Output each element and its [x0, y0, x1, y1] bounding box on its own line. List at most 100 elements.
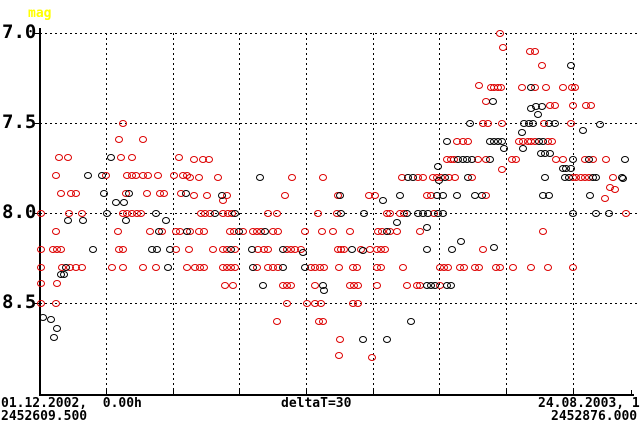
data-point-black	[538, 103, 547, 111]
data-point-black	[79, 216, 88, 224]
data-point-red	[371, 191, 380, 199]
data-point-red	[548, 137, 557, 145]
data-point-black	[592, 173, 601, 181]
data-point-red	[318, 227, 327, 235]
data-point-black	[406, 317, 415, 325]
data-point-red	[114, 135, 123, 143]
data-point-red	[463, 137, 472, 145]
data-point-red	[174, 153, 183, 161]
data-point-red	[64, 209, 73, 217]
data-point-black	[50, 333, 59, 341]
data-point-red	[128, 153, 137, 161]
data-point-black	[348, 245, 357, 253]
data-point-red	[499, 43, 508, 51]
data-point-black	[541, 173, 550, 181]
data-point-black	[621, 155, 630, 163]
data-point-black	[218, 191, 227, 199]
data-point-red	[131, 171, 140, 179]
data-point-black	[533, 110, 542, 118]
x-axis-tick	[239, 390, 241, 395]
data-point-black	[151, 209, 160, 217]
data-point-black	[336, 209, 345, 217]
x-axis-tick	[505, 390, 507, 395]
data-point-red	[495, 29, 504, 37]
data-point-red	[119, 119, 128, 127]
data-point-red	[571, 83, 580, 91]
data-point-black	[498, 137, 507, 145]
data-point-red	[622, 209, 631, 217]
data-point-black	[539, 137, 548, 145]
data-point-black	[60, 270, 69, 278]
data-point-red	[311, 281, 320, 289]
y-axis-tick	[34, 32, 39, 34]
data-point-black	[500, 144, 509, 152]
data-point-red	[498, 119, 507, 127]
data-point-red	[345, 227, 354, 235]
data-point-red	[542, 83, 551, 91]
y-axis-tick-label: 8.5	[2, 291, 37, 313]
data-point-black	[102, 209, 111, 217]
data-point-red	[320, 263, 329, 271]
data-point-black	[569, 155, 578, 163]
data-point-black	[434, 177, 443, 185]
data-point-red	[272, 209, 281, 217]
data-point-black	[379, 196, 388, 204]
data-point-red	[402, 281, 411, 289]
data-point-black	[439, 209, 448, 217]
data-point-black	[320, 286, 329, 294]
data-point-red	[51, 171, 60, 179]
data-point-black	[255, 173, 264, 181]
data-point-red	[372, 281, 381, 289]
data-point-black	[120, 198, 129, 206]
data-point-black	[442, 137, 451, 145]
data-point-red	[611, 186, 620, 194]
data-point-black	[124, 189, 133, 197]
data-point-red	[368, 353, 377, 361]
vertical-gridline	[505, 33, 507, 393]
horizontal-gridline	[40, 122, 637, 124]
data-point-red	[586, 101, 595, 109]
data-point-black	[359, 335, 368, 343]
data-point-black	[579, 126, 588, 134]
data-point-black	[485, 155, 494, 163]
data-point-black	[121, 216, 130, 224]
data-point-red	[335, 335, 344, 343]
x-axis-end-jd-label: 2452876.000	[551, 409, 638, 424]
data-point-red	[182, 263, 191, 271]
data-point-red	[204, 155, 213, 163]
data-point-black	[619, 175, 628, 183]
data-point-black	[402, 209, 411, 217]
data-point-black	[83, 171, 92, 179]
data-point-black	[259, 281, 268, 289]
data-point-red	[51, 227, 60, 235]
data-point-red	[213, 173, 222, 181]
data-point-red	[559, 83, 568, 91]
x-axis-tick	[172, 390, 174, 395]
data-point-red	[543, 263, 552, 271]
data-point-red	[184, 245, 193, 253]
data-point-black	[478, 191, 487, 199]
data-point-red	[419, 173, 428, 181]
data-point-red	[301, 227, 310, 235]
data-point-black	[544, 191, 553, 199]
vertical-gridline	[372, 33, 374, 393]
delta-t-label: deltaT=30	[281, 396, 352, 411]
data-point-black	[231, 209, 240, 217]
data-point-black	[490, 243, 499, 251]
data-point-black	[441, 173, 450, 181]
data-point-black	[234, 227, 243, 235]
data-point-black	[566, 164, 575, 172]
data-point-black	[382, 227, 391, 235]
data-point-red	[334, 263, 343, 271]
data-point-red	[142, 189, 151, 197]
x-axis-end-date-label: 24.08.2003, 1	[538, 396, 640, 411]
data-point-red	[474, 81, 483, 89]
data-point-black	[519, 144, 528, 152]
data-point-red	[353, 299, 362, 307]
x-axis-tick	[572, 390, 574, 395]
data-point-black	[564, 173, 573, 181]
data-point-black	[98, 171, 107, 179]
data-point-red	[483, 119, 492, 127]
data-point-red	[509, 263, 518, 271]
